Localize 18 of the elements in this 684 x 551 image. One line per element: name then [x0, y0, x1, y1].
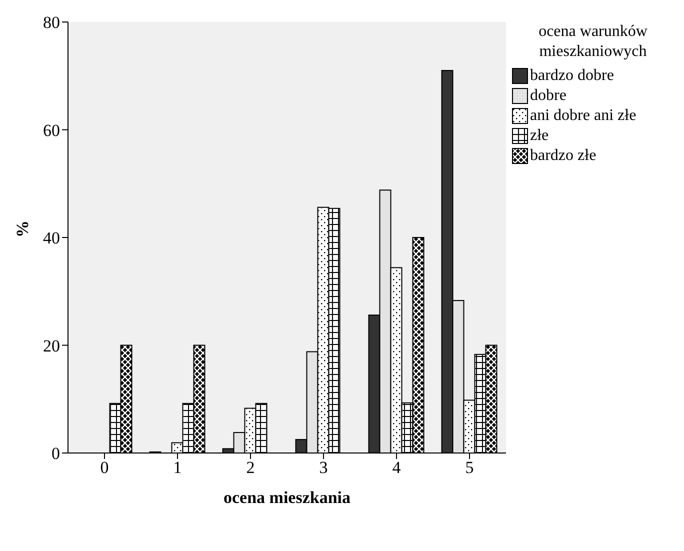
- x-tick-label: 1: [173, 458, 182, 478]
- x-tick-label: 3: [319, 458, 328, 478]
- x-tick-label: 5: [465, 458, 474, 478]
- y-tick-label: 40: [43, 228, 60, 248]
- x-tick-label: 0: [100, 458, 109, 478]
- legend-label: bardzo złe: [530, 147, 596, 165]
- legend-label: dobre: [530, 87, 566, 105]
- x-tick-label: 2: [246, 458, 255, 478]
- y-axis-title: %: [13, 220, 32, 238]
- legend-label: ani dobre ani złe: [530, 107, 636, 125]
- y-tick-label: 80: [43, 13, 60, 32]
- y-tick-label: 60: [43, 120, 60, 140]
- x-tick-label: 4: [392, 458, 402, 478]
- legend-label: bardzo dobre: [530, 67, 614, 85]
- x-axis-title: ocena mieszkania: [223, 488, 352, 507]
- y-tick-label: 0: [52, 444, 60, 464]
- y-tick-label: 20: [43, 336, 60, 356]
- legend-label: złe: [530, 127, 549, 145]
